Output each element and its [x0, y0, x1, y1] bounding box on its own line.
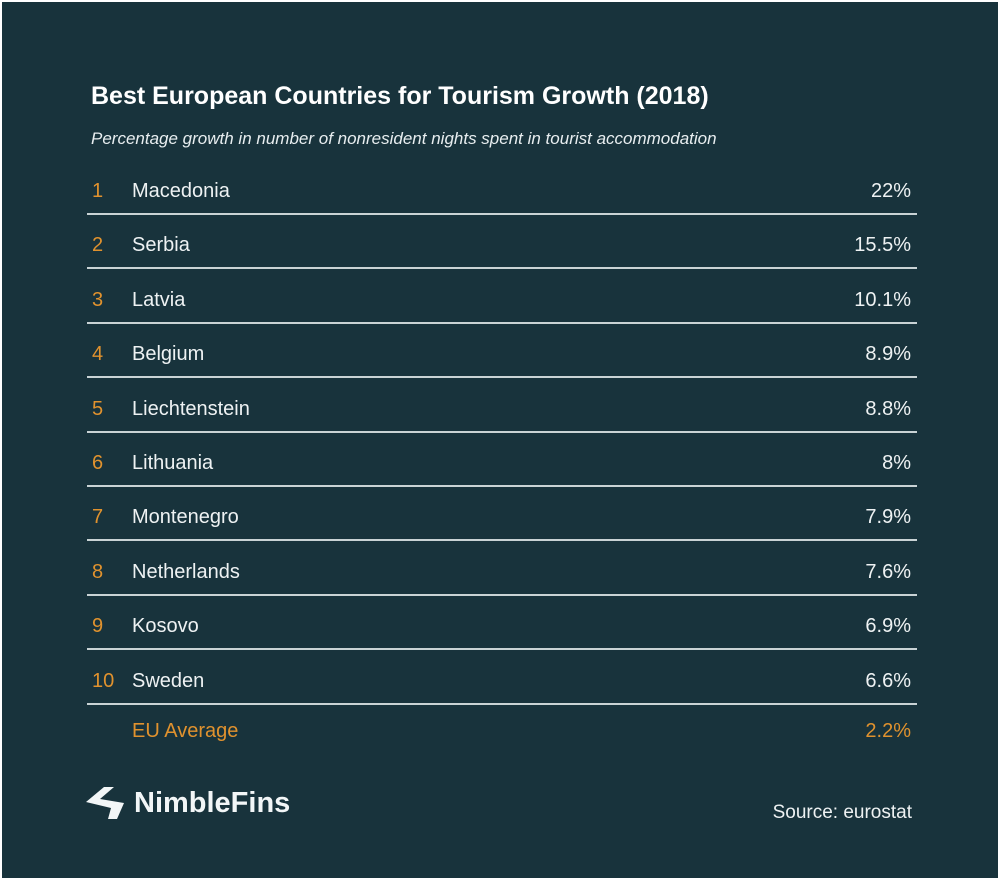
growth-value: 6.9% — [865, 615, 911, 638]
table-row: 10 Sweden 6.6% — [87, 650, 917, 705]
growth-value: 15.5% — [854, 234, 911, 257]
country-label: Kosovo — [132, 615, 199, 638]
rank-label: 1 — [92, 180, 104, 202]
table-row: 8 Netherlands 7.6% — [87, 541, 917, 596]
source-note: Source: eurostat — [772, 802, 912, 823]
table-row: 9 Kosovo 6.9% — [87, 596, 917, 651]
country-label: Liechtenstein — [132, 397, 250, 420]
country-label: Montenegro — [132, 506, 239, 529]
fin-arrow-icon — [86, 787, 124, 819]
country-label: Macedonia — [132, 180, 230, 202]
rank-label: 9 — [92, 615, 104, 638]
average-value: 2.2% — [865, 719, 911, 742]
ranking-table: 1 Macedonia 22% 2 Serbia 15.5% 3 Latvia 10.1% 4 Be… — [87, 170, 917, 753]
country-label: Latvia — [132, 288, 186, 311]
table-row: 5 Liechtenstein 8.8% — [87, 378, 917, 433]
growth-value: 8.8% — [865, 397, 911, 420]
table-row: 7 Montenegro 7.9% — [87, 487, 917, 542]
country-label: Sweden — [132, 669, 205, 692]
table-row: 4 Belgium 8.9% — [87, 324, 917, 379]
growth-value: 7.6% — [865, 560, 911, 583]
rank-label: 3 — [92, 288, 104, 311]
chart-title: Best European Countries for Tourism Grow… — [91, 82, 709, 110]
growth-value: 7.9% — [865, 506, 911, 529]
rank-label: 10 — [92, 669, 115, 692]
country-label: Netherlands — [132, 560, 240, 583]
table-row: 2 Serbia 15.5% — [87, 215, 917, 270]
growth-value: 6.6% — [865, 669, 911, 692]
rank-label: 4 — [92, 343, 104, 366]
country-label: Serbia — [132, 234, 190, 257]
growth-value: 10.1% — [854, 288, 911, 311]
rank-label: 8 — [92, 560, 104, 583]
table-row: 1 Macedonia 22% — [87, 170, 917, 215]
growth-value: 8.9% — [865, 343, 911, 366]
table-row: 3 Latvia 10.1% — [87, 269, 917, 324]
country-label: Belgium — [132, 343, 205, 366]
rank-label: 2 — [92, 234, 104, 257]
rank-label: 5 — [92, 397, 104, 420]
logo-text: NimbleFins — [134, 786, 291, 819]
nimblefins-logo: NimbleFins — [84, 785, 290, 821]
eu-average-row: EU Average 2.2% — [87, 705, 917, 753]
growth-value: 8% — [882, 451, 911, 474]
rank-label: 6 — [92, 451, 104, 474]
country-label: Lithuania — [132, 451, 214, 474]
table-row: 6 Lithuania 8% — [87, 433, 917, 487]
average-label: EU Average — [132, 719, 239, 742]
rank-label: 7 — [92, 506, 104, 529]
growth-value: 22% — [870, 180, 911, 202]
chart-subtitle: Percentage growth in number of nonreside… — [91, 129, 717, 148]
